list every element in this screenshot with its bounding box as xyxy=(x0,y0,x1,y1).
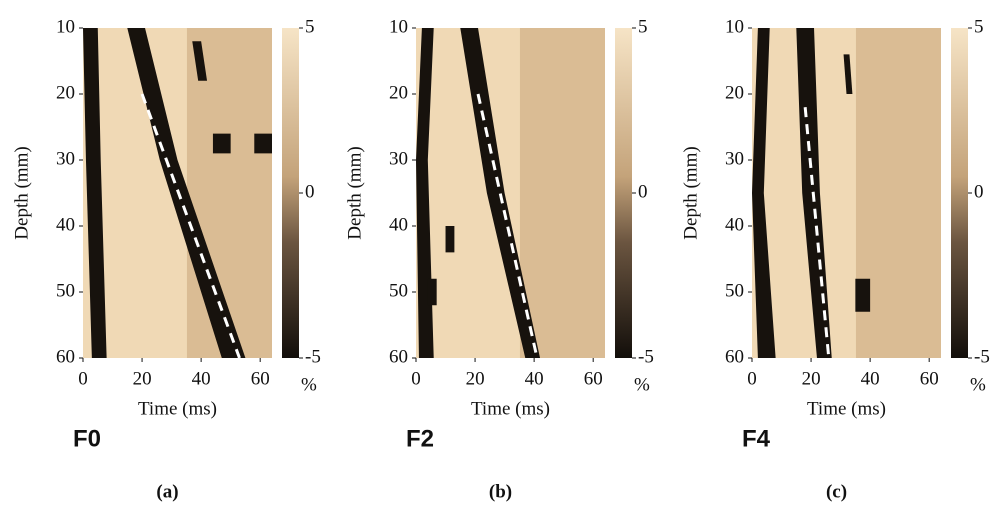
y-tick-label: 40 xyxy=(389,214,408,235)
y-tick-label: 30 xyxy=(389,148,408,169)
x-tick-label: 0 xyxy=(747,368,757,389)
heatmap-panel xyxy=(83,28,272,359)
y-tick-label: 50 xyxy=(56,280,75,301)
x-axis-label: Time (ms) xyxy=(138,398,217,419)
heatmap-band xyxy=(460,28,541,358)
y-tick-label: 20 xyxy=(389,82,408,103)
panel-caption: (a) xyxy=(156,481,178,502)
y-tick-label: 10 xyxy=(725,16,744,37)
heatmap-band xyxy=(127,28,246,358)
y-tick-label: 30 xyxy=(725,148,744,169)
colorbar-tick-label: 0 xyxy=(305,181,315,202)
heatmap-shade xyxy=(519,28,605,358)
colorbar xyxy=(951,28,968,358)
y-tick-label: 10 xyxy=(56,16,75,37)
colorbar-tick-label: 5 xyxy=(638,16,648,37)
x-tick-label: 0 xyxy=(411,368,421,389)
x-tick-label: 0 xyxy=(78,368,88,389)
panel-caption: (b) xyxy=(489,481,512,502)
panel-caption: (c) xyxy=(826,481,847,502)
panel-label: F0 xyxy=(73,425,101,452)
colorbar-unit: % xyxy=(301,374,317,395)
x-tick-label: 20 xyxy=(133,368,152,389)
colorbar-tick-label: 0 xyxy=(974,181,984,202)
y-axis-label: Depth (mm) xyxy=(344,146,365,239)
heatmap-band xyxy=(752,28,776,358)
y-tick-label: 50 xyxy=(725,280,744,301)
x-tick-label: 40 xyxy=(525,368,544,389)
y-tick-label: 40 xyxy=(725,214,744,235)
heatmap-panel xyxy=(416,28,605,359)
fit-line xyxy=(140,93,241,359)
x-tick-label: 20 xyxy=(466,368,485,389)
colorbar-unit: % xyxy=(970,374,986,395)
heatmap-band xyxy=(192,41,208,81)
heatmap-shade xyxy=(186,28,272,358)
x-tick-label: 40 xyxy=(192,368,211,389)
colorbar xyxy=(615,28,632,358)
heatmap-band xyxy=(83,28,107,358)
x-tick-label: 60 xyxy=(920,368,939,389)
heatmap-band xyxy=(855,278,871,312)
panel-label: F2 xyxy=(406,425,434,452)
colorbar-tick-label: -5 xyxy=(974,346,990,367)
y-tick-label: 60 xyxy=(56,346,75,367)
x-tick-label: 60 xyxy=(251,368,270,389)
colorbar-tick-label: 5 xyxy=(974,16,984,37)
y-axis-label: Depth (mm) xyxy=(11,146,32,239)
heatmap-band xyxy=(445,226,455,253)
y-tick-label: 20 xyxy=(56,82,75,103)
y-tick-label: 10 xyxy=(389,16,408,37)
heatmap-band xyxy=(212,133,231,154)
y-tick-label: 40 xyxy=(56,214,75,235)
colorbar-tick-label: -5 xyxy=(638,346,654,367)
colorbar xyxy=(282,28,299,358)
fit-line xyxy=(803,107,831,359)
y-tick-label: 60 xyxy=(725,346,744,367)
y-tick-label: 50 xyxy=(389,280,408,301)
y-tick-label: 30 xyxy=(56,148,75,169)
x-tick-label: 60 xyxy=(584,368,603,389)
heatmap-band xyxy=(416,28,434,358)
colorbar-tick-label: 5 xyxy=(305,16,315,37)
heatmap-panel xyxy=(752,28,941,359)
fit-line xyxy=(476,93,539,359)
heatmap-band xyxy=(427,278,437,306)
colorbar-tick-label: 0 xyxy=(638,181,648,202)
y-tick-label: 20 xyxy=(725,82,744,103)
x-axis-label: Time (ms) xyxy=(807,398,886,419)
x-tick-label: 20 xyxy=(802,368,821,389)
x-tick-label: 40 xyxy=(861,368,880,389)
x-axis-label: Time (ms) xyxy=(471,398,550,419)
panel-label: F4 xyxy=(742,425,771,452)
heatmap-band xyxy=(254,133,272,154)
y-tick-label: 60 xyxy=(389,346,408,367)
y-axis-label: Depth (mm) xyxy=(680,146,701,239)
colorbar-tick-label: -5 xyxy=(305,346,321,367)
colorbar-unit: % xyxy=(634,374,650,395)
heatmap-band xyxy=(843,54,853,94)
